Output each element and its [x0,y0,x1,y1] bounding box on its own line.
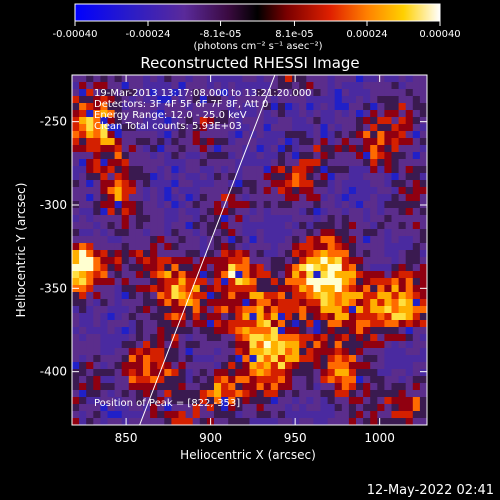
colorbar [74,3,441,22]
detectors-annotation: Detectors: 3F 4F 5F 6F 7F 8F, Att 0 [94,99,268,110]
colorbar-tick-label: -0.00024 [126,29,171,40]
y-tick-label: -250 [40,115,67,129]
x-tick-label: 850 [115,431,138,445]
colorbar-tick-label: -8.1e-05 [200,29,242,40]
x-tick-label: 900 [199,431,222,445]
energy-range-annotation: Energy Range: 12.0 - 25.0 keV [94,110,247,121]
peak-position-annotation: Position of Peak = [822,-353] [94,398,240,409]
colorbar-tick-label: 0.00024 [346,29,387,40]
x-axis-ticks: 850 900 950 1000 [115,75,395,445]
x-tick-label: 950 [284,431,307,445]
colorbar-tick-label: -0.00040 [53,29,98,40]
solar-limb-line [139,75,276,425]
x-tick-label: 1000 [364,431,395,445]
y-axis-label: Heliocentric Y (arcsec) [14,183,28,318]
y-axis-ticks: -250 -300 -350 -400 [40,115,427,379]
y-tick-label: -300 [40,198,67,212]
clean-annotation: Clean Total counts: 5.93E+03 [94,121,242,132]
colorbar-tick-label: 8.1e-05 [275,29,313,40]
y-tick-label: -350 [40,281,67,295]
colorbar-tick-label: 0.00040 [419,29,460,40]
y-tick-label: -400 [40,365,67,379]
x-axis-label: Heliocentric X (arcsec) [180,448,316,462]
rhessi-image [72,75,427,425]
time-range-annotation: 19-Mar-2013 13:17:08.000 to 13:21:20.000 [94,88,312,99]
plot-frame [71,74,428,426]
footer-date: 12-May-2022 02:41 [367,483,494,498]
colorbar-unit-label: (photons cm⁻² s⁻¹ asec⁻²) [193,41,322,52]
plot-title: Reconstructed RHESSI Image [140,54,359,72]
colorbar-ticks: -0.00040 -0.00024 -8.1e-05 8.1e-05 0.00024 0.… [53,21,461,40]
